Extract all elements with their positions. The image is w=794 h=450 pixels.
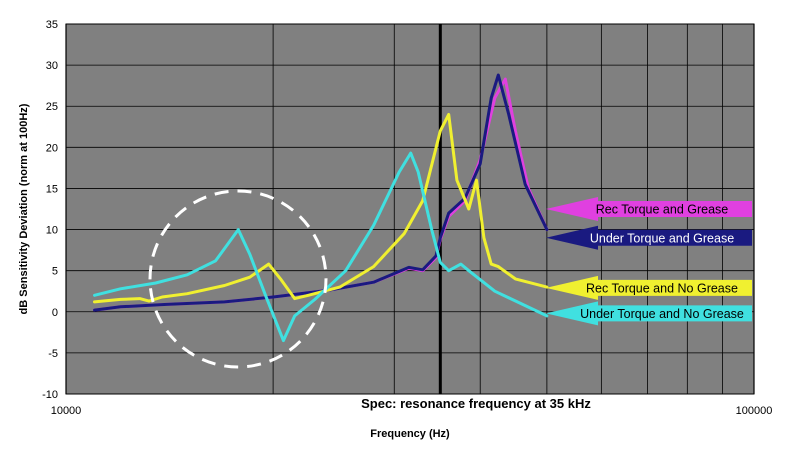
y-tick-label: 5	[52, 266, 58, 278]
callout-arrow-1	[546, 225, 752, 250]
callout-label-2: Rec Torque and No Grease	[586, 281, 738, 295]
callout-arrow-2	[546, 275, 752, 300]
y-tick-label: -10	[42, 389, 58, 401]
y-tick-label: 10	[46, 225, 58, 237]
y-tick-label: 30	[46, 60, 58, 72]
y-tick-label: 25	[46, 101, 58, 113]
y-axis-title: dB Sensitivity Deviation (norm at 100Hz)	[18, 103, 30, 314]
highlight-circle-shape	[148, 189, 328, 369]
series-line-1	[93, 73, 549, 312]
y-tick-label: -5	[48, 348, 58, 360]
spec-annotation: Spec: resonance frequency at 35 kHz	[361, 396, 591, 411]
callout-label-3: Under Torque and No Grease	[580, 307, 744, 321]
callout-arrow-0	[546, 197, 752, 221]
y-tick-label: 0	[52, 307, 58, 319]
callout-label-0: Rec Torque and Grease	[596, 203, 729, 217]
x-tick-label: 100000	[736, 405, 773, 417]
highlight-circle	[148, 189, 328, 369]
callout-arrow-3	[546, 301, 752, 326]
x-axis-title: Frequency (Hz)	[370, 428, 450, 440]
axis-ticks: -10 -5 0 5 10 15 20 25 30 35 10000 100000	[42, 19, 772, 417]
series-lines	[93, 73, 549, 343]
y-tick-label: 20	[46, 142, 58, 154]
callout-label-1: Under Torque and Grease	[590, 231, 734, 245]
series-line-3	[93, 151, 549, 343]
x-tick-label: 10000	[51, 405, 82, 417]
plot-border	[65, 23, 755, 395]
y-tick-label: 15	[46, 183, 58, 195]
axis-titles: Frequency (Hz) dB Sensitivity Deviation …	[18, 103, 591, 440]
series-callouts: Rec Torque and Grease Under Torque and Gr…	[546, 197, 752, 326]
y-tick-label: 35	[46, 19, 58, 31]
series-line-2	[93, 112, 549, 304]
